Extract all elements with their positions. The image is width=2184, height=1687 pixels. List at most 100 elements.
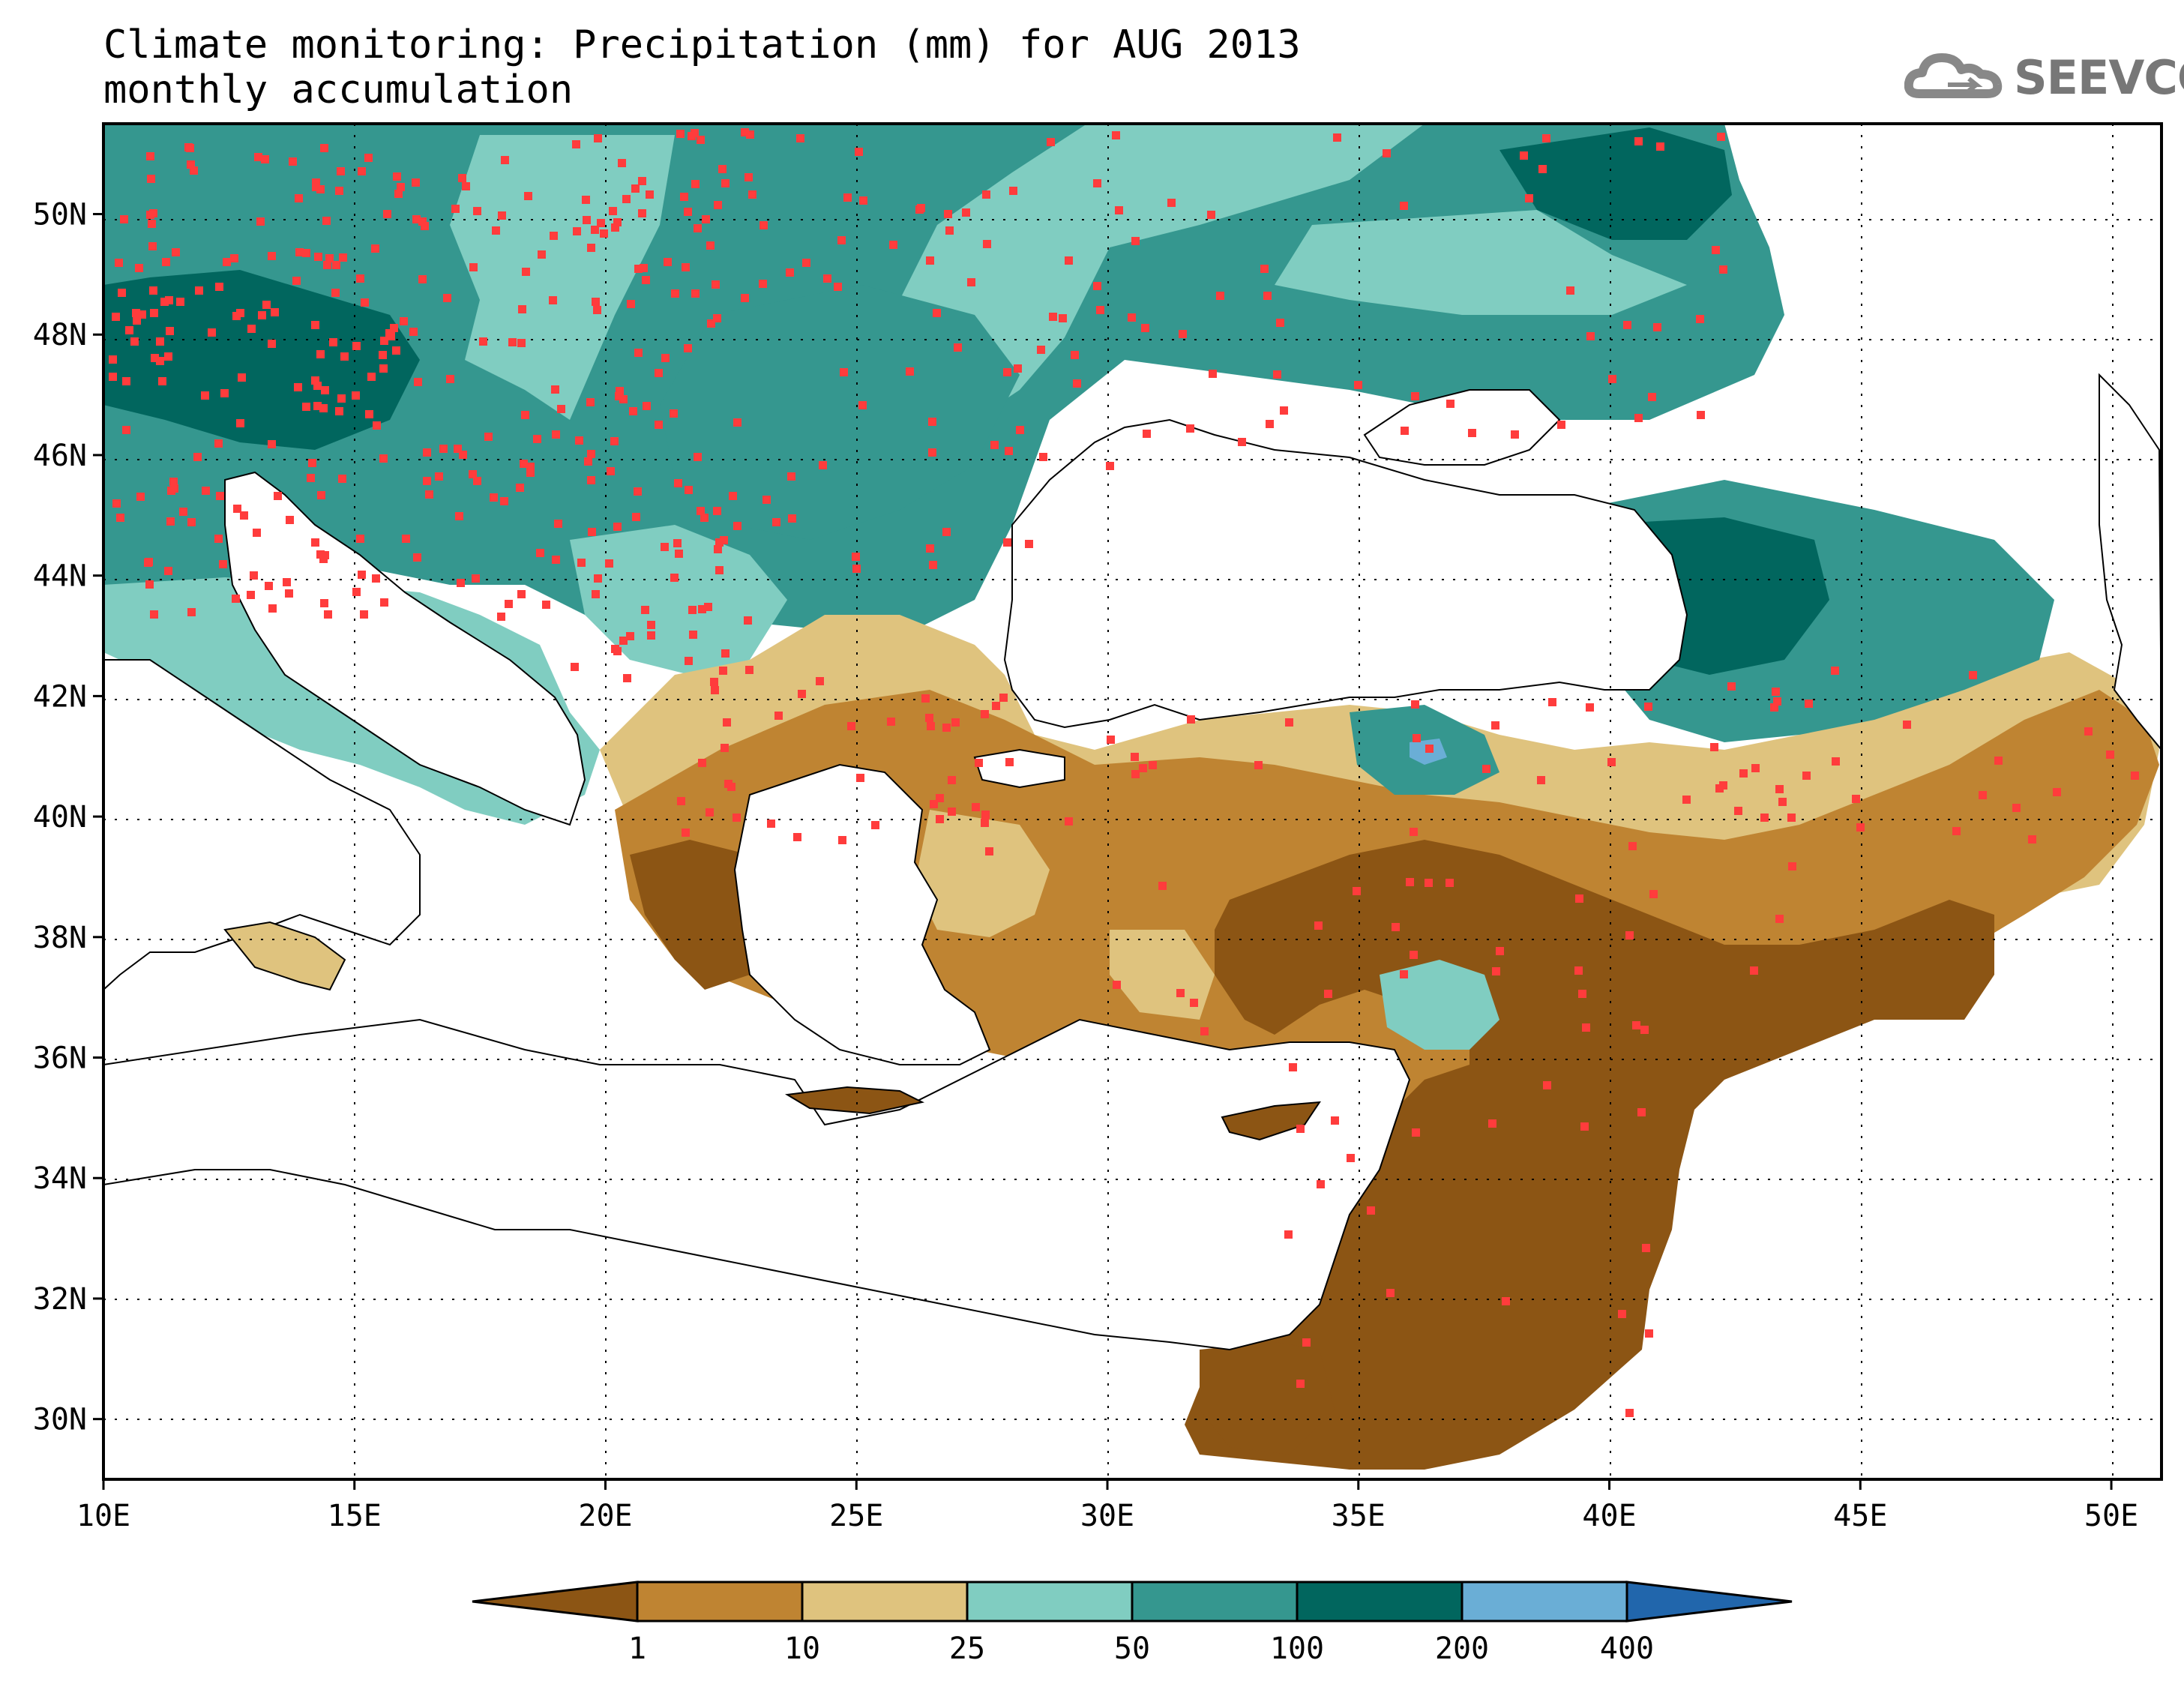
- station-marker: [311, 376, 319, 385]
- field-taurus-25-50: [1380, 960, 1499, 1050]
- station-marker: [575, 436, 583, 445]
- station-marker: [1107, 736, 1115, 744]
- station-marker: [458, 174, 466, 182]
- station-marker: [713, 314, 721, 322]
- station-marker: [646, 190, 654, 199]
- station-marker: [469, 263, 478, 271]
- station-marker: [1071, 351, 1079, 359]
- colorbar-label: 50: [1114, 1632, 1150, 1666]
- station-marker: [302, 403, 310, 411]
- station-marker: [582, 196, 590, 204]
- station-marker: [1276, 319, 1284, 327]
- station-marker: [158, 377, 166, 385]
- station-marker: [352, 342, 361, 350]
- station-marker: [597, 219, 605, 227]
- station-marker: [112, 313, 120, 321]
- station-marker: [744, 616, 752, 625]
- station-marker: [944, 210, 952, 218]
- cloud-icon: [1904, 53, 2003, 98]
- station-marker: [954, 343, 962, 352]
- station-marker: [691, 180, 700, 188]
- station-marker: [549, 296, 557, 304]
- station-marker: [837, 236, 846, 244]
- station-marker: [1113, 981, 1121, 989]
- station-marker: [587, 450, 595, 458]
- station-marker: [1727, 682, 1736, 691]
- station-marker: [550, 232, 558, 240]
- field-anatolia-10-25: [915, 810, 1050, 937]
- station-marker: [156, 337, 164, 346]
- field-ukraine-25-50: [1275, 210, 1687, 315]
- station-marker: [156, 357, 164, 365]
- station-marker: [1788, 862, 1796, 870]
- station-marker: [138, 310, 146, 319]
- station-marker: [936, 815, 944, 823]
- station-marker: [1139, 764, 1147, 772]
- station-marker: [796, 134, 804, 142]
- station-marker: [551, 385, 559, 394]
- station-marker: [360, 610, 368, 619]
- station-marker: [647, 631, 655, 640]
- station-marker: [802, 259, 810, 267]
- station-marker: [594, 134, 602, 142]
- lat-tick-label: 30N: [33, 1403, 87, 1437]
- marmara-sea: [973, 748, 1065, 789]
- station-marker: [856, 774, 864, 782]
- station-marker: [312, 183, 320, 191]
- station-marker: [230, 254, 238, 262]
- station-marker: [711, 686, 719, 694]
- station-marker: [497, 613, 505, 621]
- station-marker: [358, 571, 366, 579]
- station-marker: [379, 364, 388, 373]
- station-marker: [473, 207, 481, 215]
- station-marker: [166, 517, 175, 526]
- station-marker: [1623, 321, 1631, 329]
- station-marker: [1582, 1023, 1590, 1032]
- chart-title: Climate monitoring: Precipitation (mm) f…: [103, 22, 1301, 112]
- station-marker: [1772, 688, 1780, 696]
- station-marker: [858, 401, 867, 409]
- station-marker: [479, 337, 487, 346]
- field-central-25-50: [450, 135, 675, 420]
- lat-tick-label: 38N: [33, 921, 87, 955]
- station-marker: [1492, 967, 1500, 975]
- station-marker: [1273, 370, 1281, 379]
- station-marker: [319, 404, 328, 412]
- azov-sea: [1363, 389, 1561, 466]
- station-marker: [992, 702, 1000, 710]
- station-marker: [435, 472, 443, 481]
- station-marker: [691, 289, 700, 298]
- station-marker: [1200, 1027, 1209, 1035]
- station-marker: [1400, 970, 1408, 978]
- caspian-sea: [2099, 373, 2162, 751]
- station-marker: [1065, 817, 1073, 826]
- station-marker: [247, 591, 255, 599]
- station-marker: [610, 437, 619, 445]
- station-marker: [584, 457, 592, 466]
- station-marker: [1296, 1125, 1305, 1133]
- station-marker: [981, 710, 989, 718]
- station-marker: [619, 637, 628, 645]
- station-marker: [999, 694, 1008, 702]
- colorbar-label: 200: [1435, 1632, 1489, 1666]
- station-marker: [697, 136, 705, 144]
- station-marker: [1649, 890, 1658, 898]
- station-marker: [356, 535, 364, 543]
- station-marker: [700, 514, 709, 522]
- station-marker: [661, 543, 669, 551]
- station-marker: [520, 460, 528, 468]
- station-marker: [1831, 667, 1839, 675]
- station-marker: [536, 549, 544, 557]
- station-marker: [583, 216, 591, 224]
- station-marker: [380, 598, 388, 607]
- station-marker: [607, 467, 615, 475]
- station-marker: [557, 405, 565, 413]
- station-marker: [981, 819, 989, 827]
- station-marker: [600, 229, 608, 238]
- station-marker: [473, 477, 481, 485]
- station-marker: [552, 556, 560, 564]
- station-marker: [2012, 804, 2021, 812]
- station-marker: [720, 536, 728, 544]
- station-marker: [394, 190, 403, 198]
- station-marker: [459, 451, 467, 459]
